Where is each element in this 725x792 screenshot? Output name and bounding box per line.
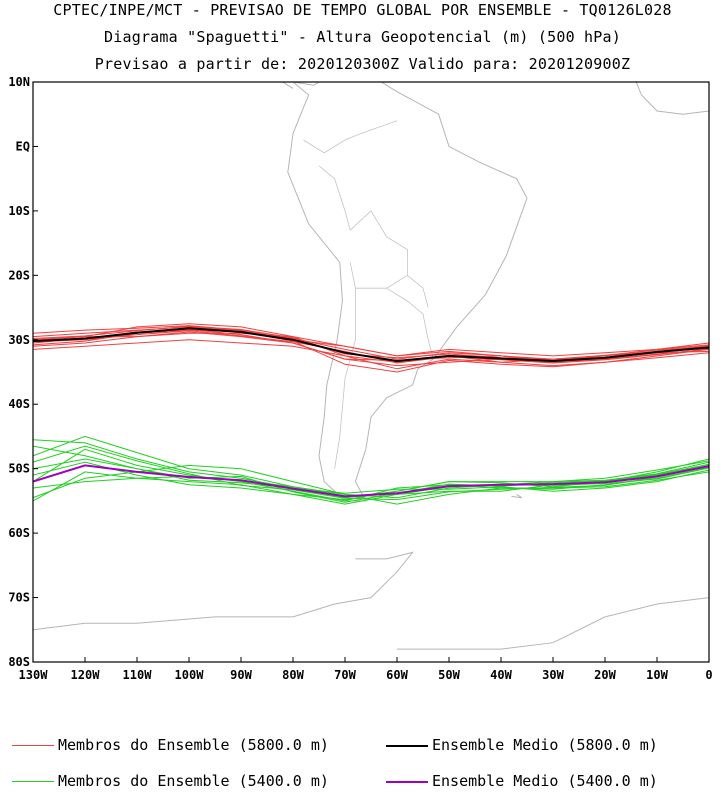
x-tick-label-1: 120W [71,668,101,682]
member-line-0-4 [33,339,709,370]
legend-swatch-green-members [12,781,54,782]
x-tick-label-12: 10W [646,668,668,682]
border-4 [386,287,434,360]
legend-label-purple-mean: Ensemble Medio (5400.0 m) [432,772,658,790]
x-tick-label-5: 80W [282,668,304,682]
legend-swatch-black-mean [386,745,428,747]
y-tick-label-3: 20S [8,268,30,282]
border-6 [407,274,429,308]
legend-swatch-red-members [12,745,54,746]
x-tick-label-6: 70W [334,668,356,682]
legend-label-red-members: Membros do Ensemble (5800.0 m) [58,736,329,754]
border-3 [349,262,408,289]
x-tick-label-3: 100W [175,668,205,682]
y-tick-label-4: 30S [8,333,30,347]
y-tick-label-7: 60S [8,526,30,540]
x-tick-label-13: 0 [705,668,712,682]
x-tick-label-4: 90W [230,668,252,682]
x-tick-label-11: 20W [594,668,616,682]
y-tick-label-0: 10N [8,75,30,89]
border-0 [303,120,398,154]
border-2 [349,210,408,276]
y-tick-label-9: 80S [8,655,30,669]
member-line-1-8 [33,458,709,503]
title-line-1: CPTEC/INPE/MCT - PREVISAO DE TEMPO GLOBA… [53,1,672,19]
x-tick-label-0: 130W [19,668,49,682]
coastline-0 [287,82,528,502]
member-line-1-9 [33,445,709,501]
coastline-4 [635,82,709,115]
legend-swatch-purple-mean [386,781,428,783]
mean-line-0 [33,327,709,363]
mean-line-1 [33,464,709,498]
member-line-1-2 [33,448,709,502]
series-layer [33,323,709,505]
coastline-5 [267,82,294,89]
x-tick-label-7: 60W [386,668,408,682]
member-line-1-1 [33,435,709,499]
x-tick-label-2: 110W [123,668,153,682]
y-tick-label-6: 50S [8,462,30,476]
y-tick-label-1: EQ [16,139,30,153]
legend-label-green-members: Membros do Ensemble (5400.0 m) [58,772,329,790]
coastline-1 [33,551,414,631]
border-5 [334,288,356,469]
title-line-3: Previsao a partir de: 2020120300Z Valido… [94,55,631,73]
border-1 [318,165,351,231]
title-line-2: Diagrama "Spaguetti" - Altura Geopotenci… [104,28,621,46]
member-line-0-6 [33,332,709,363]
coastline-3 [511,493,523,499]
x-tick-label-8: 50W [438,668,460,682]
x-tick-label-9: 40W [490,668,512,682]
map-background [33,82,709,650]
y-tick-label-5: 40S [8,397,30,411]
x-tick-label-10: 30W [542,668,564,682]
legend-label-black-mean: Ensemble Medio (5800.0 m) [432,736,658,754]
coastline-2 [397,597,709,650]
plot-frame [32,81,710,663]
y-tick-label-8: 70S [8,591,30,605]
y-tick-label-2: 10S [8,204,30,218]
